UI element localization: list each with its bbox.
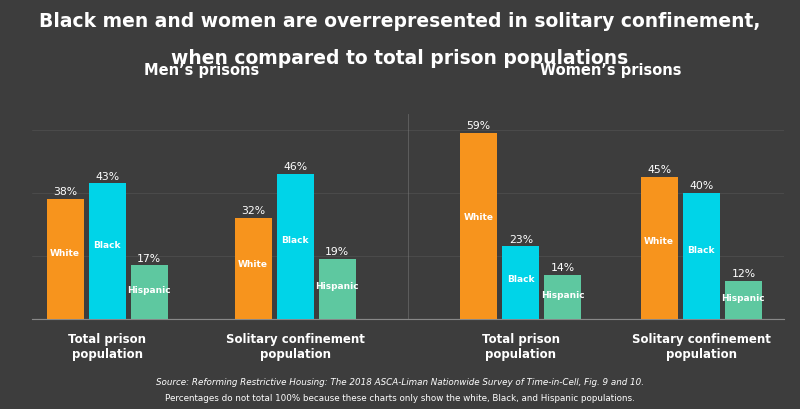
Text: White: White [50,249,80,258]
Bar [544,275,582,319]
Text: 19%: 19% [326,247,350,257]
Bar [725,281,762,319]
Text: when compared to total prison populations: when compared to total prison population… [171,49,629,68]
Text: Hispanic: Hispanic [127,285,171,294]
Text: Women’s prisons: Women’s prisons [540,63,682,78]
Text: Black: Black [282,235,309,244]
Bar [318,259,356,319]
Bar [682,193,720,319]
Bar [89,184,126,319]
Text: White: White [464,212,494,221]
Bar [460,133,498,319]
Text: 40%: 40% [689,181,714,191]
Text: 23%: 23% [509,234,533,244]
Text: 12%: 12% [731,269,755,279]
Bar [46,200,84,319]
Text: 17%: 17% [138,253,162,263]
Text: White: White [644,237,674,246]
Text: Source: Reforming Restrictive Housing: The 2018 ASCA-Liman Nationwide Survey of : Source: Reforming Restrictive Housing: T… [156,378,644,387]
Text: 45%: 45% [647,165,671,175]
Bar [502,247,539,319]
Text: Black: Black [507,275,534,284]
Text: 43%: 43% [95,171,119,181]
Text: White: White [238,259,268,268]
Text: 32%: 32% [241,206,265,216]
Text: Men’s prisons: Men’s prisons [143,63,259,78]
Text: Black men and women are overrepresented in solitary confinement,: Black men and women are overrepresented … [39,12,761,31]
Text: Hispanic: Hispanic [315,282,359,291]
Text: Black: Black [687,245,715,254]
Bar [641,178,678,319]
Bar [130,265,168,319]
Text: 14%: 14% [551,263,575,272]
Bar [277,174,314,319]
Text: Hispanic: Hispanic [722,294,766,303]
Text: 38%: 38% [53,187,77,197]
Text: 59%: 59% [466,121,490,131]
Text: 46%: 46% [283,162,307,172]
Text: Hispanic: Hispanic [541,290,585,299]
Text: Percentages do not total 100% because these charts only show the white, Black, a: Percentages do not total 100% because th… [165,393,635,402]
Bar [234,218,272,319]
Text: Black: Black [94,240,121,249]
